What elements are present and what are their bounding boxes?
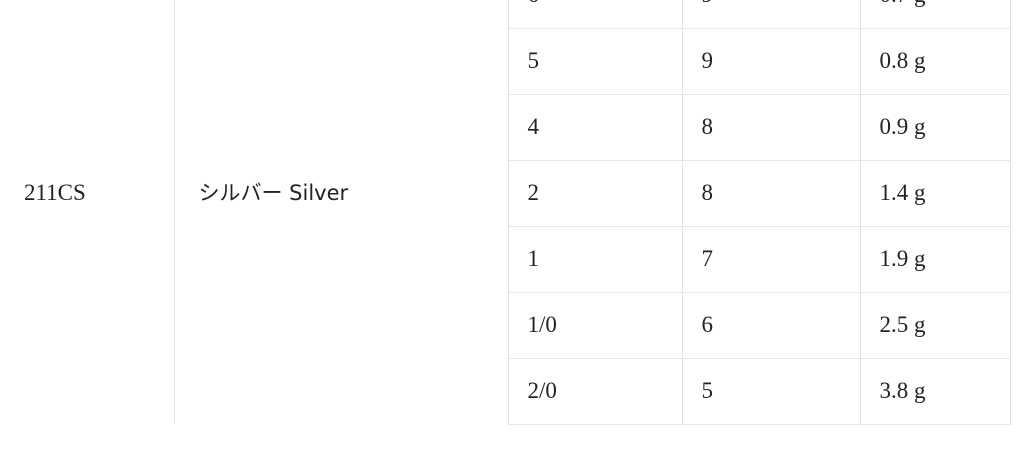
table-row: 211CS シルバー Silver 6 9 0.7 g (0, 0, 1011, 424)
cell-hook-size: 2/0 (508, 358, 683, 425)
cell-quantity: 8 (682, 94, 861, 161)
cell-quantity: 9 (682, 28, 861, 95)
table-row: 1/0 6 2.5 g (0, 292, 1011, 359)
cell-hook-size: 1 (508, 226, 683, 293)
cell-color-name: シルバー Silver (174, 0, 509, 424)
cell-quantity: 8 (682, 160, 861, 227)
cell-hook-size: 6 (508, 0, 683, 29)
spec-table-body: 211CS シルバー Silver 6 9 0.7 g 5 9 0.8 g 4 … (0, 0, 1011, 425)
cell-weight: 1.4 g (860, 160, 1011, 227)
cell-quantity: 5 (682, 358, 861, 425)
cell-weight: 0.7 g (860, 0, 1011, 29)
cell-weight: 0.8 g (860, 28, 1011, 95)
cell-hook-size: 5 (508, 28, 683, 95)
cell-weight: 2.5 g (860, 292, 1011, 359)
cell-quantity: 7 (682, 226, 861, 293)
cell-quantity: 6 (682, 292, 861, 359)
table-row: 4 8 0.9 g (0, 94, 1011, 161)
table-row: 2/0 5 3.8 g (0, 358, 1011, 425)
cell-hook-size: 4 (508, 94, 683, 161)
cell-hook-size: 1/0 (508, 292, 683, 359)
cell-model-number: 211CS (0, 0, 175, 424)
table-row: 5 9 0.8 g (0, 28, 1011, 95)
table-row: 2 8 1.4 g (0, 160, 1011, 227)
cell-hook-size: 2 (508, 160, 683, 227)
product-spec-table: 211CS シルバー Silver 6 9 0.7 g 5 9 0.8 g 4 … (0, 0, 1011, 425)
cell-weight: 0.9 g (860, 94, 1011, 161)
cell-weight: 1.9 g (860, 226, 1011, 293)
cell-quantity: 9 (682, 0, 861, 29)
cell-weight: 3.8 g (860, 358, 1011, 425)
table-row: 1 7 1.9 g (0, 226, 1011, 293)
